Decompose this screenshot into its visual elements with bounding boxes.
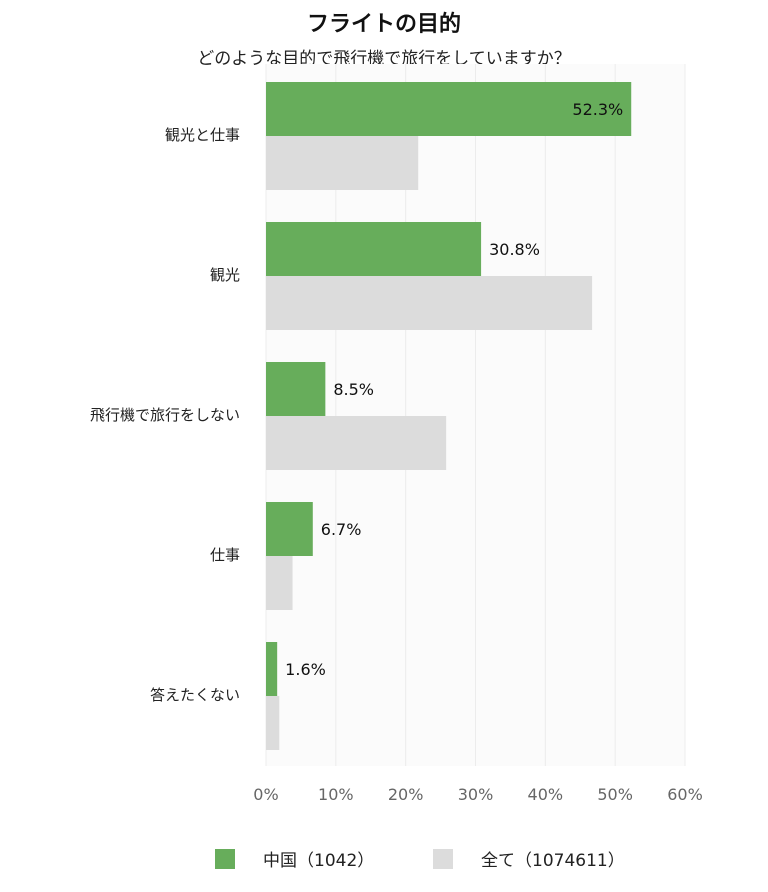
x-tick-label: 10%: [318, 785, 354, 804]
category-label: 飛行機で旅行をしない: [90, 406, 240, 424]
x-tick-label: 0%: [253, 785, 278, 804]
category-label: 仕事: [210, 546, 240, 564]
bar-all: [266, 416, 447, 470]
data-label: 1.6%: [285, 660, 326, 679]
legend-label-all: 全て（1074611）: [481, 851, 625, 871]
category-label: 観光: [210, 266, 240, 284]
x-tick-label: 50%: [597, 785, 633, 804]
x-tick-label: 40%: [528, 785, 564, 804]
data-label: 30.8%: [489, 240, 540, 259]
bar-all: [266, 276, 593, 330]
legend-label-china: 中国（1042）: [263, 851, 375, 871]
bar-china: [266, 222, 482, 276]
bar-china: [266, 642, 278, 696]
legend-swatch-all: [433, 848, 453, 869]
bar-china: [266, 82, 632, 136]
x-tick-label: 30%: [458, 785, 494, 804]
data-label: 6.7%: [321, 520, 362, 539]
chart-title: フライトの目的: [306, 12, 461, 37]
legend: 中国（1042） 全て（1074611）: [0, 846, 768, 876]
data-label: 52.3%: [572, 100, 623, 119]
bar-all: [266, 136, 419, 190]
data-label: 8.5%: [333, 380, 374, 399]
bar-china: [266, 362, 326, 416]
x-tick-label: 60%: [667, 785, 703, 804]
bar-all: [266, 556, 293, 610]
category-label: 答えたくない: [150, 686, 240, 704]
legend-item-china: 中国（1042）: [215, 846, 374, 871]
category-label: 観光と仕事: [165, 126, 240, 144]
bar-china: [266, 502, 313, 556]
bar-all: [266, 696, 280, 750]
x-tick-label: 20%: [388, 785, 424, 804]
legend-item-all: 全て（1074611）: [433, 846, 625, 871]
legend-swatch-china: [215, 848, 235, 869]
